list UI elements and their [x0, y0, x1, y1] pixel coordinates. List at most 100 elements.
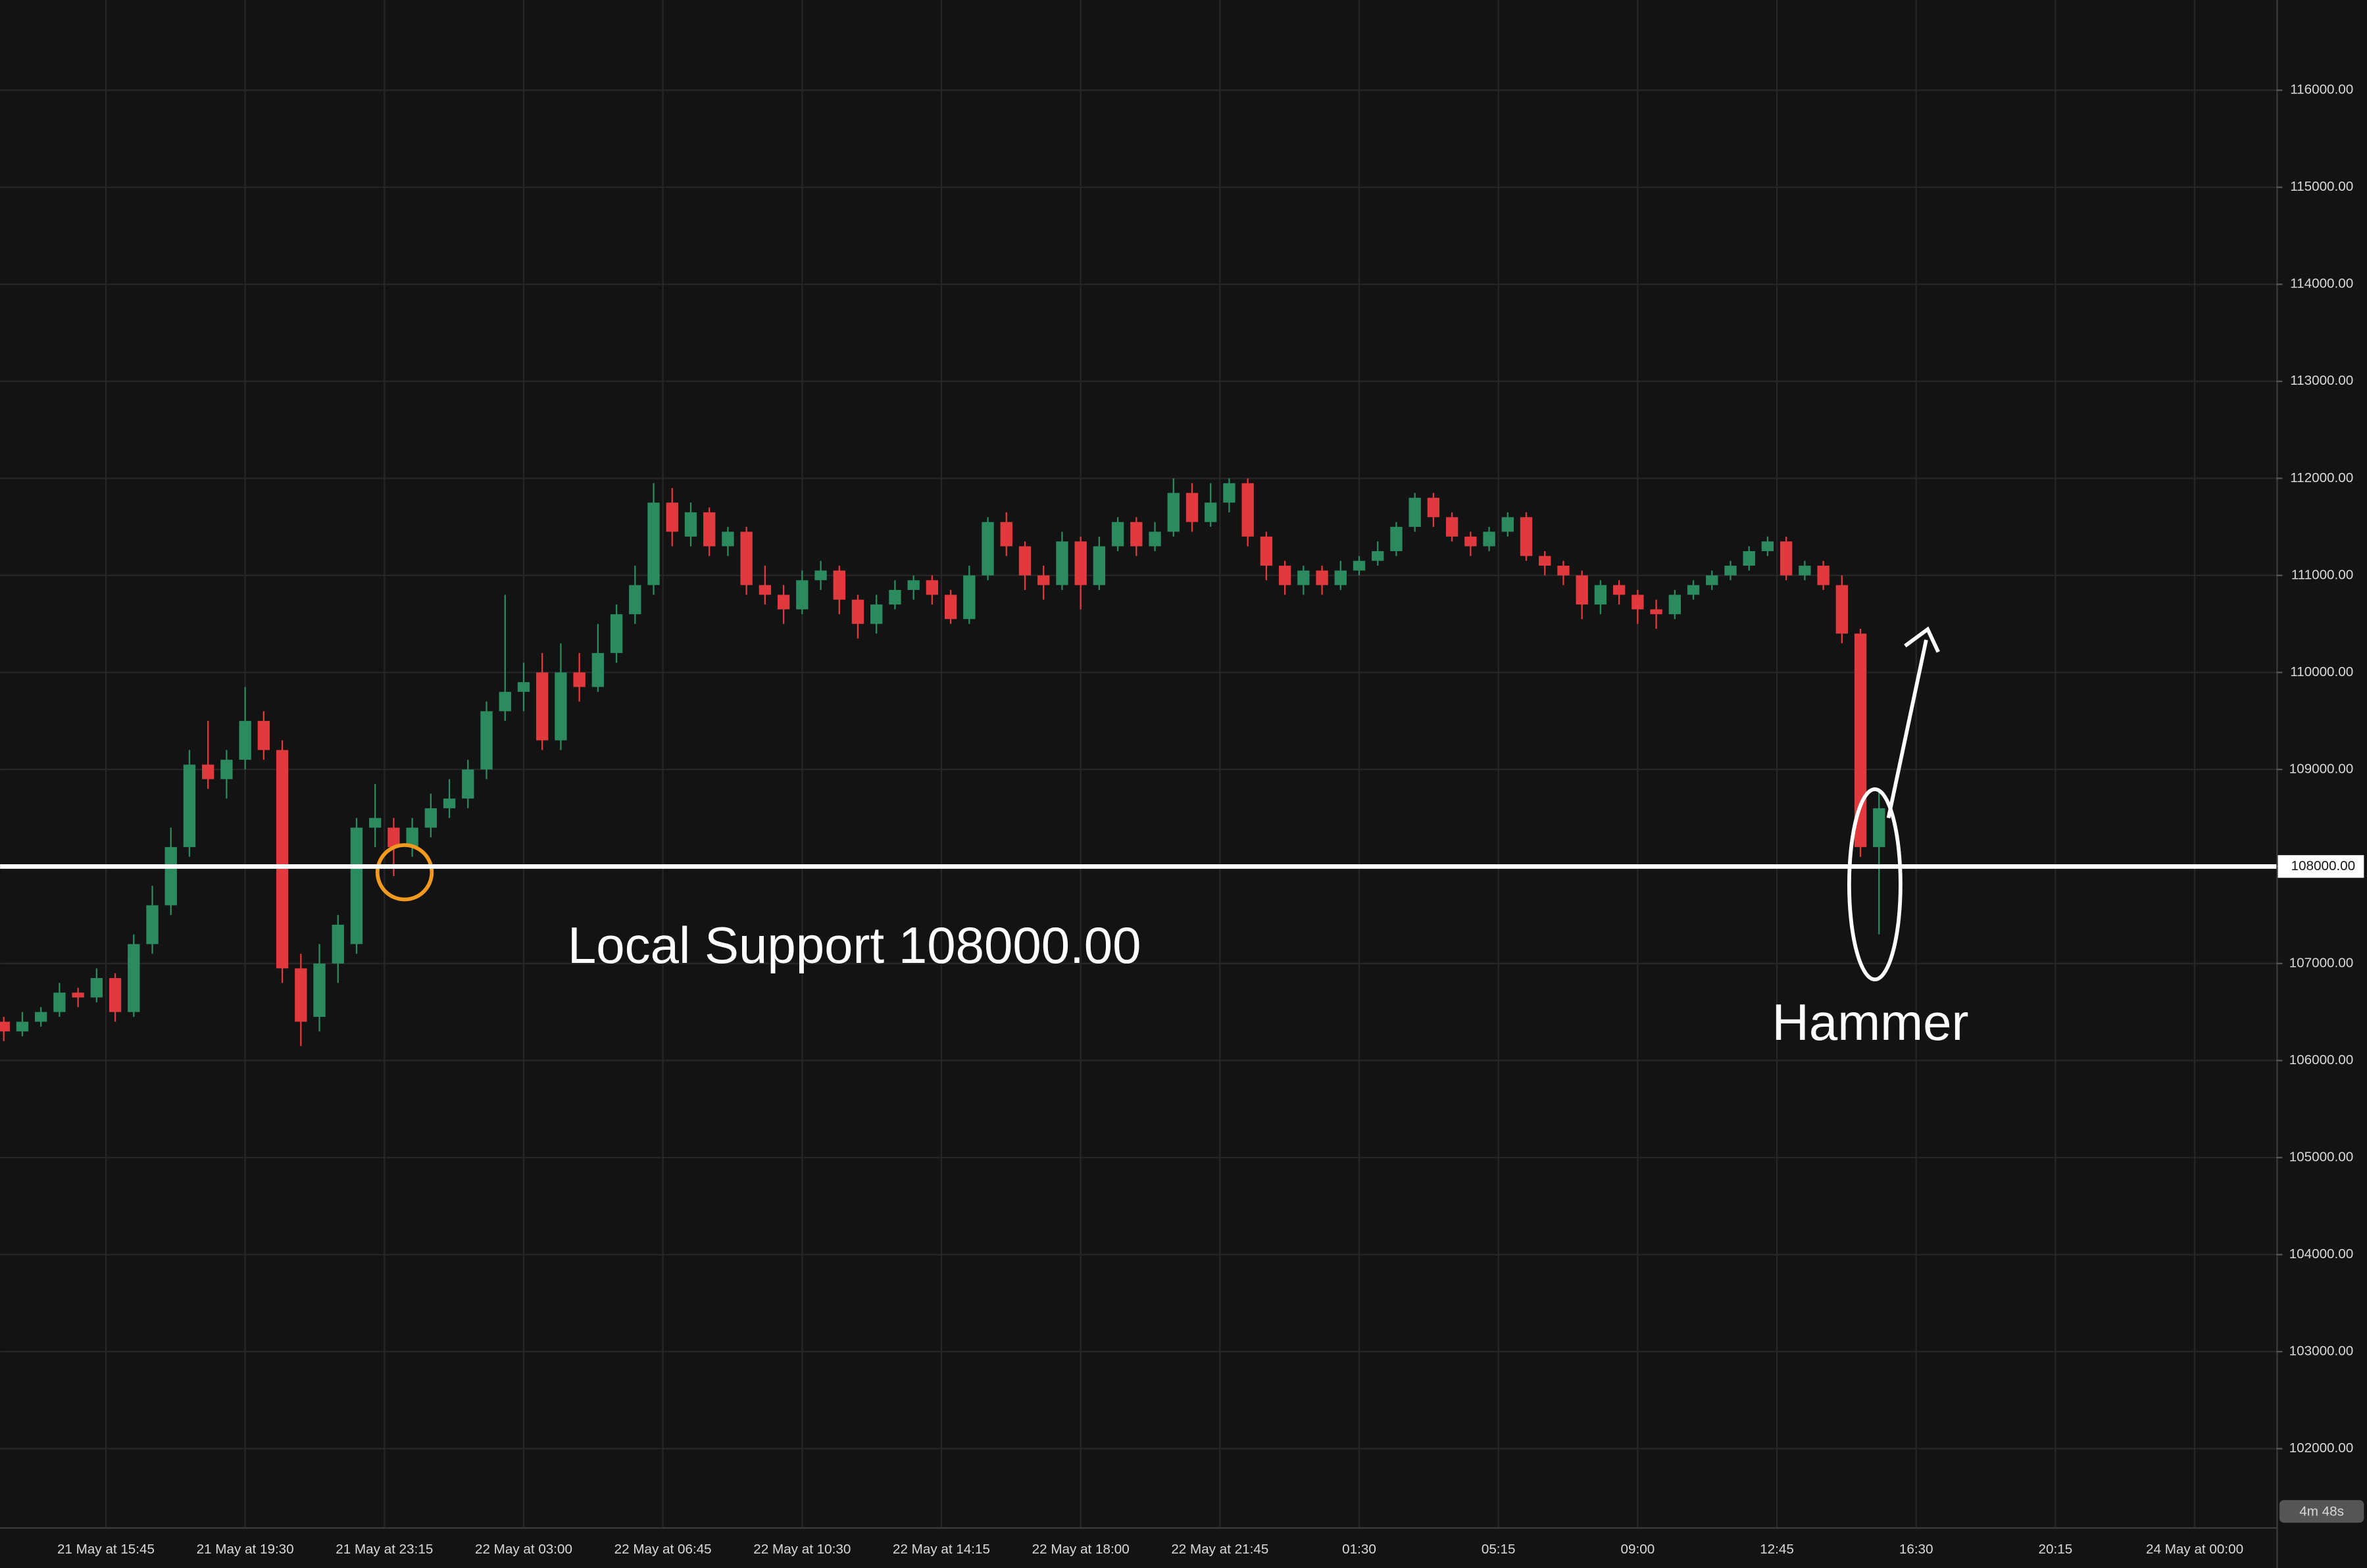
candle-body	[406, 827, 418, 847]
candle-body	[1501, 517, 1514, 532]
candle-body	[926, 580, 939, 595]
candle-body	[573, 672, 586, 687]
y-tick-label: 104000.00	[2289, 1246, 2354, 1262]
x-tick-label: 01:30	[1342, 1542, 1376, 1557]
candle-body	[666, 502, 678, 532]
candle-body	[1835, 585, 1848, 634]
x-tick-label: 12:45	[1760, 1542, 1794, 1557]
candle-body	[1687, 585, 1700, 595]
candle-body	[1650, 609, 1662, 614]
candle-body	[1149, 531, 1161, 547]
y-tick-label: 111000.00	[2291, 567, 2354, 582]
x-tick-label: 22 May at 14:15	[893, 1542, 990, 1557]
candle-body	[1483, 531, 1495, 547]
candle-body	[1761, 541, 1774, 551]
support-label: 108000.00	[2291, 858, 2356, 873]
x-tick-label: 24 May at 00:00	[2146, 1542, 2243, 1557]
support-annotation: Local Support 108000.00	[568, 916, 1141, 974]
highlight-circle	[375, 843, 434, 902]
y-tick-label: 112000.00	[2290, 470, 2353, 485]
candle-body	[1706, 575, 1718, 585]
candle-body	[387, 827, 400, 847]
candle-body	[1000, 522, 1012, 547]
arrow-shaft	[1886, 639, 1928, 819]
candle-body	[963, 575, 976, 620]
candle-body	[1743, 551, 1755, 566]
candle-body	[1037, 575, 1050, 585]
candle-body	[90, 978, 103, 998]
candle-body	[610, 614, 623, 653]
candle-body	[536, 672, 549, 741]
candle-body	[1130, 522, 1143, 547]
candle-body	[1576, 575, 1588, 605]
candle-body	[1093, 546, 1106, 585]
x-tick-label: 22 May at 21:45	[1171, 1542, 1268, 1557]
support-label-box	[2278, 855, 2364, 878]
candle-body	[1074, 541, 1087, 585]
candle-body	[1873, 808, 1885, 847]
candle-body	[759, 585, 772, 595]
candle-body	[1594, 585, 1607, 605]
candle-body	[480, 711, 493, 770]
candle-body	[796, 580, 809, 610]
candle-body	[1799, 566, 1811, 576]
candle-body	[1334, 570, 1347, 585]
candle-body	[202, 764, 214, 779]
x-tick-label: 05:15	[1482, 1542, 1516, 1557]
x-tick-label: 20:15	[2039, 1542, 2073, 1557]
candle-body	[424, 808, 437, 828]
candle-body	[722, 531, 734, 547]
candle-body	[239, 721, 251, 760]
arrow-head	[1904, 626, 1940, 653]
candle-body	[350, 827, 363, 944]
x-tick-label: 22 May at 18:00	[1032, 1542, 1130, 1557]
x-tick-label: 09:00	[1621, 1542, 1655, 1557]
candle-body	[0, 1021, 10, 1032]
candle-body	[684, 512, 697, 537]
y-tick-label: 116000.00	[2290, 82, 2353, 97]
y-tick-label: 107000.00	[2289, 955, 2354, 970]
x-tick-label: 22 May at 03:00	[475, 1542, 572, 1557]
candle-body	[1241, 483, 1254, 537]
candle-body	[443, 798, 456, 808]
candle-body	[16, 1021, 29, 1032]
candle-body	[1167, 493, 1180, 532]
candle-body	[53, 992, 66, 1012]
x-tick-label: 22 May at 10:30	[753, 1542, 851, 1557]
x-tick-label: 21 May at 23:15	[336, 1542, 433, 1557]
candle-body	[1372, 551, 1384, 561]
candle-body	[109, 978, 122, 1012]
candles	[0, 478, 1885, 1046]
candle-body	[517, 682, 530, 692]
candle-body	[1390, 527, 1403, 551]
y-tick-label: 110000.00	[2290, 664, 2353, 679]
candle-body	[295, 968, 307, 1022]
candle-body	[703, 512, 716, 547]
candle-body	[1668, 595, 1681, 614]
candle-body	[1539, 556, 1551, 566]
overlay: Local Support 108000.00 Hammer 4m 48s 10…	[0, 626, 2364, 1523]
candle-body	[889, 589, 901, 605]
candle-body	[1780, 541, 1793, 576]
candle-body	[1408, 497, 1421, 527]
candle-body	[313, 963, 326, 1017]
y-tick-label: 103000.00	[2289, 1343, 2354, 1358]
candle-body	[777, 595, 790, 610]
y-tick-label: 109000.00	[2289, 761, 2354, 776]
candle-body	[1612, 585, 1626, 595]
candle-body	[1445, 517, 1458, 537]
candle-body	[1464, 536, 1477, 547]
countdown-box	[2279, 1500, 2364, 1523]
candle-body	[814, 570, 827, 581]
candle-body	[146, 905, 159, 944]
x-tick-label: 22 May at 06:45	[614, 1542, 712, 1557]
candle-body	[369, 818, 382, 828]
candle-body	[870, 604, 883, 624]
candle-body	[257, 721, 270, 750]
candle-body	[1724, 566, 1737, 576]
candle-body	[1854, 633, 1867, 847]
y-tick-label: 114000.00	[2290, 276, 2353, 291]
